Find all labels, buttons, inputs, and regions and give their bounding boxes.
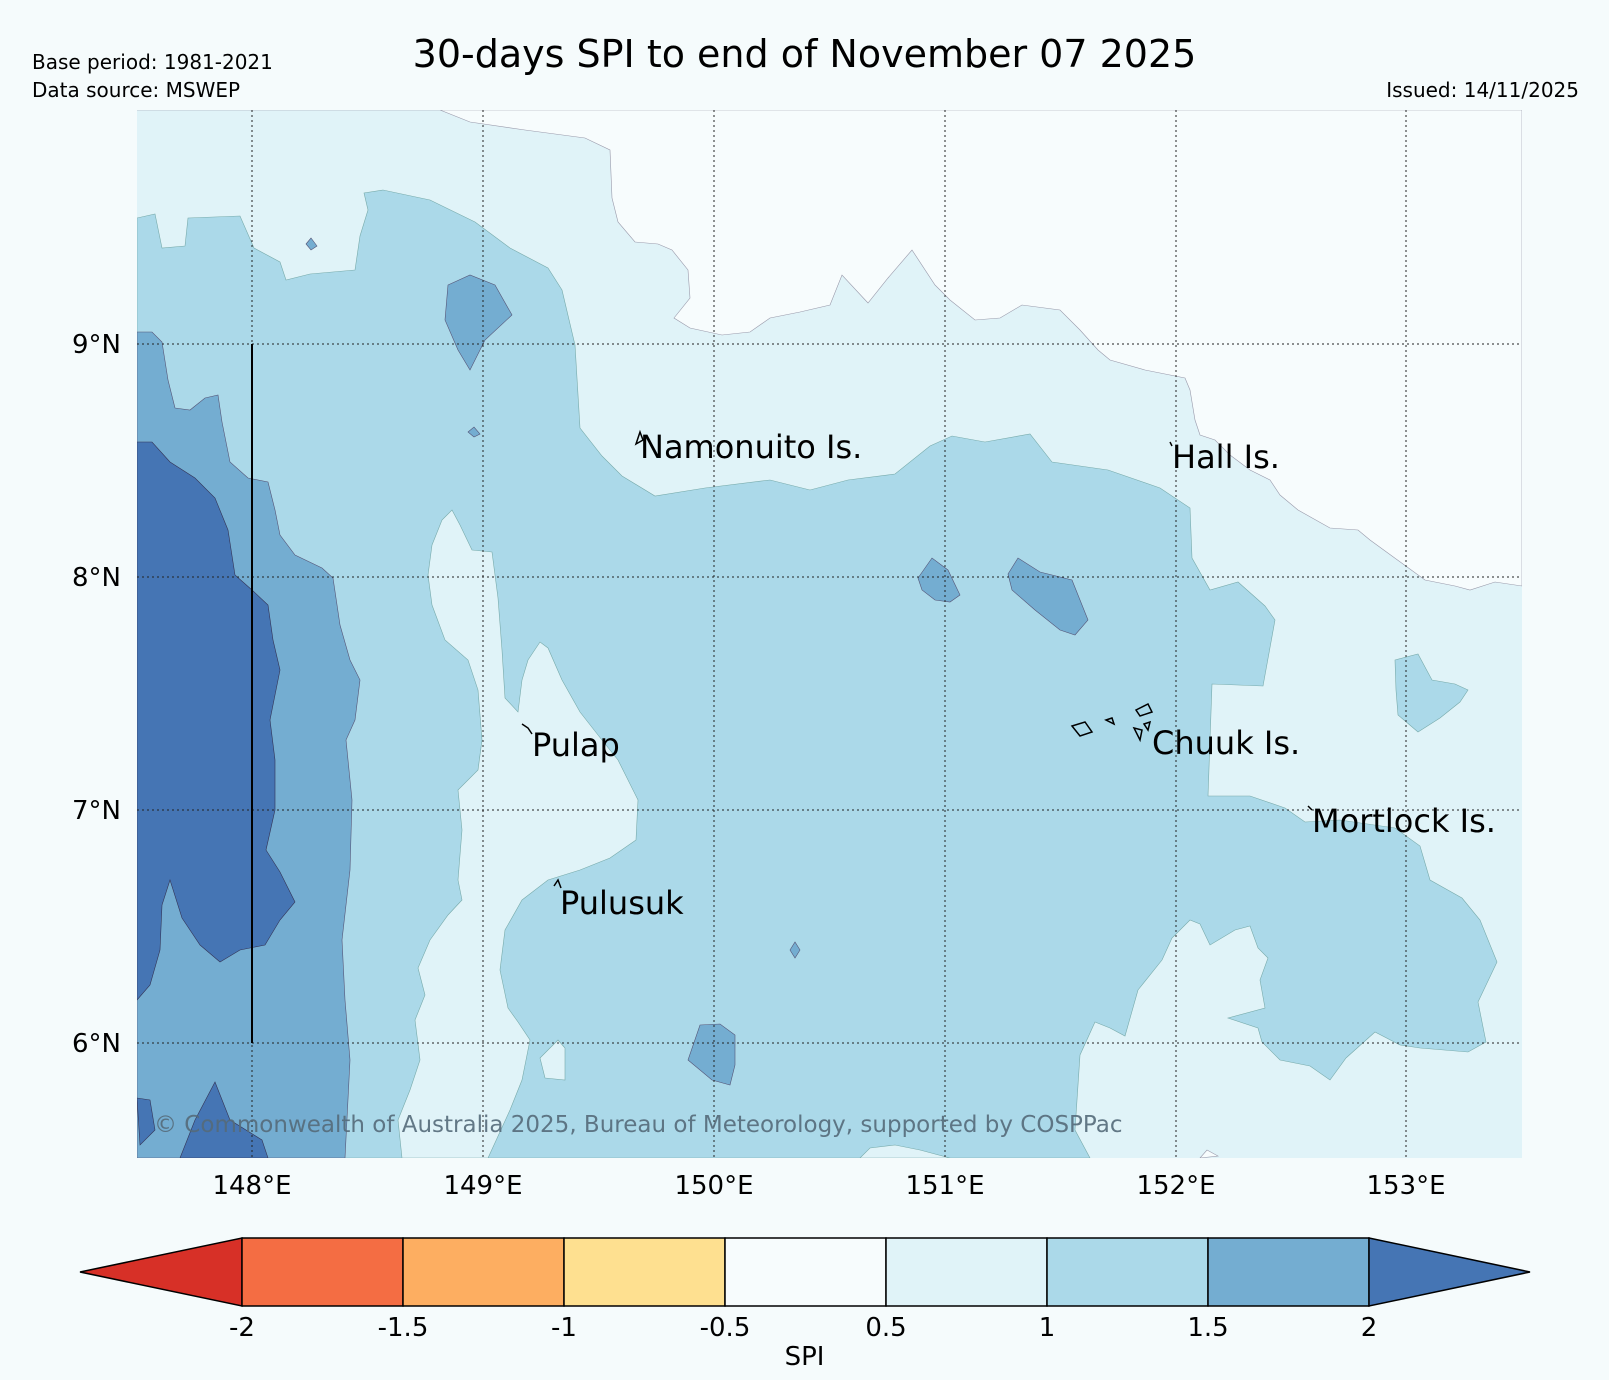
chuuk-island-shape-4: [1132, 726, 1143, 743]
colorbar-label: SPI: [784, 1342, 825, 1372]
spi-region-neutral-speck: [1199, 1149, 1219, 1158]
colorbar: [79, 1237, 1531, 1307]
spi-region-1.5-2-speck-1: [467, 426, 481, 438]
spi-region-1-1.5-east-patch: [1394, 653, 1469, 733]
lon-label-152e: 152°E: [1136, 1171, 1215, 1201]
lon-label-150e: 150°E: [674, 1171, 753, 1201]
spi-region-1.5-2-speck-2: [789, 941, 801, 959]
spi-region-1.5-2-north: [444, 274, 513, 371]
copyright-text: © Commonwealth of Australia 2025, Bureau…: [154, 1112, 1123, 1138]
hall-island-shape: [1169, 441, 1173, 447]
label-mortlock: Mortlock Is.: [1312, 802, 1496, 840]
lon-label-149e: 149°E: [443, 1171, 522, 1201]
chuuk-island-shape-5: [1142, 720, 1152, 732]
chuuk-island-shape-2: [1104, 717, 1116, 726]
colorbar-tick: 2: [1361, 1313, 1378, 1343]
lon-label-153e: 153°E: [1366, 1171, 1445, 1201]
colorbar-tick: -1.5: [378, 1313, 429, 1343]
colorbar-bin-2: [402, 1237, 565, 1307]
spi-region-1.5-2-south: [687, 1023, 736, 1086]
namonuito-island-shape: [634, 429, 644, 446]
spi-region-above-2-south-2: [179, 1081, 269, 1158]
lat-label-9n: 9°N: [72, 330, 121, 360]
spi-region-above-2-south: [137, 1097, 156, 1146]
label-pulusuk: Pulusuk: [560, 884, 684, 922]
pulusuk-island-shape: [553, 878, 562, 889]
map-title: 30-days SPI to end of November 07 2025: [412, 32, 1197, 76]
data-source-text: Data source: MSWEP: [32, 78, 241, 102]
island-outlines: [521, 429, 1313, 889]
lon-label-148e: 148°E: [212, 1171, 291, 1201]
colorbar-tick: -2: [229, 1313, 255, 1343]
colorbar-bin-3: [563, 1237, 726, 1307]
spi-region-0.5-1-south-east: [859, 1144, 951, 1158]
colorbar-tick: 1.5: [1187, 1313, 1228, 1343]
gridlines: [137, 110, 1522, 1158]
colorbar-tick: 0.5: [865, 1313, 906, 1343]
label-namonuito: Namonuito Is.: [640, 428, 862, 466]
chuuk-island-shape-3: [1134, 702, 1154, 717]
spi-region-1.5-2-speck-3: [305, 237, 318, 251]
colorbar-bin-7: [1207, 1237, 1370, 1307]
base-period-text: Base period: 1981-2021: [32, 50, 273, 74]
colorbar-extend-low: [79, 1237, 243, 1307]
mortlock-island-shape: [1307, 805, 1313, 811]
label-hall: Hall Is.: [1172, 438, 1280, 476]
lat-label-7n: 7°N: [72, 796, 121, 826]
colorbar-bin-5: [885, 1237, 1048, 1307]
colorbar-tick: -0.5: [700, 1313, 751, 1343]
colorbar-tick: -1: [551, 1313, 577, 1343]
label-pulap: Pulap: [532, 726, 620, 764]
spi-region-0.5-1-small-hole: [539, 1039, 566, 1081]
pulap-island-shape: [521, 723, 533, 735]
lon-label-151e: 151°E: [905, 1171, 984, 1201]
label-chuuk: Chuuk Is.: [1152, 724, 1300, 762]
chuuk-island-shape-1: [1070, 721, 1094, 737]
colorbar-tick: 1: [1039, 1313, 1056, 1343]
colorbar-extend-high: [1368, 1237, 1531, 1307]
spi-contour-layer: [137, 110, 1522, 1158]
lat-label-8n: 8°N: [72, 563, 121, 593]
lat-label-6n: 6°N: [72, 1029, 121, 1059]
colorbar-ticks: -2 -1.5 -1 -0.5 0.5 1 1.5 2: [229, 1313, 1377, 1343]
spi-region-above-2-west: [137, 441, 296, 1001]
colorbar-bin-6: [1046, 1237, 1209, 1307]
colorbar-bin-4: [724, 1237, 887, 1307]
issued-date-text: Issued: 14/11/2025: [1386, 78, 1579, 102]
spi-region-0.5-1-west-tongue: [397, 509, 639, 1158]
spi-region-1.5-2-central: [917, 557, 961, 603]
colorbar-bin-1: [241, 1237, 404, 1307]
